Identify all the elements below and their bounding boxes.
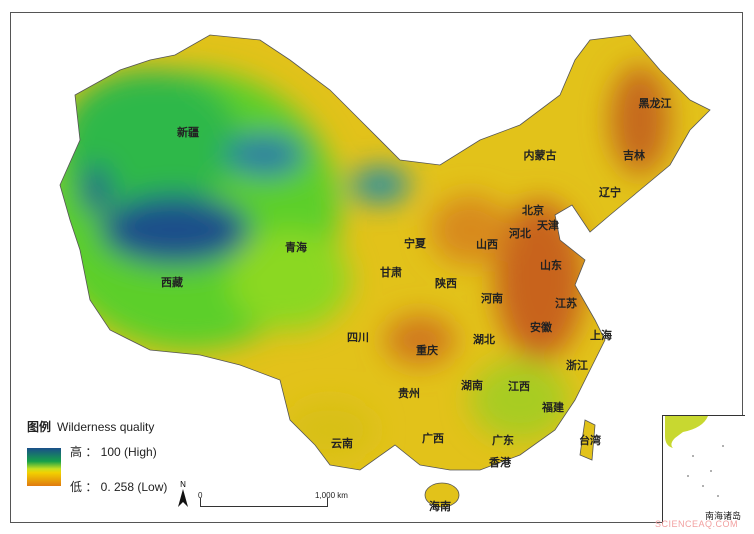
- province-label: 海南: [429, 500, 451, 513]
- province-label: 四川: [347, 331, 369, 344]
- legend-title-cn: 图例: [27, 420, 52, 434]
- province-label: 上海: [590, 329, 612, 342]
- province-label: 山西: [476, 238, 498, 251]
- inset-label: 南海诸岛: [704, 512, 741, 522]
- province-label: 江西: [508, 380, 530, 393]
- legend-title: 图例 Wilderness quality: [27, 418, 154, 435]
- legend-color-ramp: [27, 448, 61, 486]
- south-china-sea-inset: 南海诸岛: [662, 415, 745, 524]
- province-label: 重庆: [416, 344, 438, 357]
- province-label: 江苏: [555, 297, 577, 310]
- province-label: 香港: [489, 456, 511, 469]
- province-label: 新疆: [177, 126, 199, 139]
- province-label: 辽宁: [599, 186, 621, 199]
- province-label: 河南: [481, 292, 503, 305]
- scale-start: 0: [198, 491, 203, 500]
- province-label: 青海: [285, 241, 307, 254]
- province-label: 山东: [540, 259, 562, 272]
- legend-low-label: 低 ： 0. 258 (Low): [70, 480, 168, 494]
- north-arrow-icon: N: [178, 480, 188, 509]
- province-label: 湖南: [461, 379, 483, 392]
- province-label: 吉林: [623, 149, 645, 162]
- province-label: 黑龙江: [638, 97, 672, 110]
- province-label: 北京: [522, 204, 544, 217]
- province-label: 陕西: [435, 277, 457, 290]
- map-frame: [10, 12, 743, 523]
- province-label: 台湾: [579, 434, 601, 447]
- province-label: 西藏: [161, 276, 183, 289]
- legend-title-en: Wilderness quality: [57, 420, 155, 434]
- province-label: 贵州: [398, 387, 420, 400]
- province-label: 广西: [422, 432, 444, 445]
- province-label: 广东: [492, 434, 514, 447]
- province-label: 浙江: [566, 359, 588, 372]
- province-label: 云南: [331, 437, 353, 450]
- province-label: 河北: [509, 227, 531, 240]
- province-label: 内蒙古: [523, 149, 557, 162]
- province-label: 甘肃: [380, 266, 402, 279]
- inset-map: [665, 416, 724, 497]
- province-label: 天津: [537, 219, 559, 232]
- north-label: N: [180, 480, 186, 489]
- scale-bar: [200, 498, 328, 507]
- scale-end: 1,000 km: [315, 491, 348, 500]
- province-label: 宁夏: [404, 237, 426, 250]
- province-label: 安徽: [530, 321, 552, 334]
- province-label: 福建: [542, 401, 564, 414]
- province-label: 湖北: [473, 333, 495, 346]
- legend-high-label: 高 ： 100 (High): [70, 445, 157, 459]
- watermark: SCIENCEAQ.COM: [655, 519, 739, 529]
